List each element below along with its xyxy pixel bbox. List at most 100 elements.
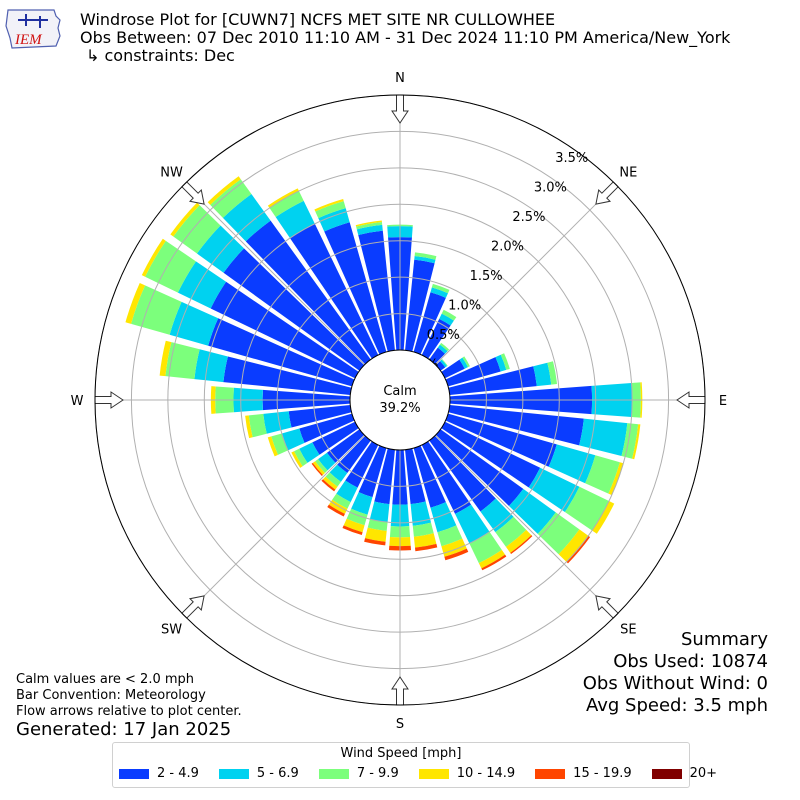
windrose-bar-segment (173, 205, 221, 254)
windrose-bar-segment (374, 448, 395, 505)
windrose-bar-segment (351, 492, 373, 515)
legend-label: 10 - 14.9 (456, 766, 516, 781)
summary-obs-without-wind: Obs Without Wind: 0 (582, 673, 768, 694)
windrose-bar-segment (564, 486, 610, 531)
windrose-bar-segment (245, 415, 253, 439)
windrose-bar-segment (169, 301, 219, 346)
windrose-bar-segment (365, 527, 387, 542)
windrose-bar-segment (548, 444, 596, 484)
flow-arrow-icon (391, 94, 409, 124)
windrose-bar-segment (318, 208, 350, 232)
legend-item: 15 - 19.9 (535, 766, 632, 781)
logo-text: IEM (14, 32, 43, 48)
windrose-bar-segment (358, 230, 395, 352)
direction-label: NW (160, 166, 183, 181)
radial-tick-labels: 0.0%0.5%1.0%1.5%2.0%2.5%3.0%3.5% (405, 151, 588, 372)
grid-spoke (183, 183, 365, 365)
windrose-bar-segment (441, 359, 465, 379)
direction-label: NE (619, 166, 637, 181)
windrose-bar-segment (505, 529, 532, 553)
calm-value: 39.2% (379, 401, 420, 416)
chart-subtitle-constraints: ↳ constraints: Dec (86, 46, 235, 65)
windrose-bar-segment (314, 199, 344, 212)
windrose-bar-segment (210, 281, 359, 379)
windrose-bar-segment (528, 467, 580, 513)
direction-label: SW (161, 622, 182, 637)
windrose-bar-segment (267, 436, 278, 457)
windrose-bar-segment (165, 342, 200, 380)
windrose-bar-segment (608, 462, 624, 496)
windrose-bar-segment (208, 318, 355, 387)
legend-label: 15 - 19.9 (573, 766, 632, 781)
windrose-bar-segment (312, 421, 359, 455)
windrose-bar-segment (481, 554, 507, 571)
chart-subtitle-period: Obs Between: 07 Dec 2010 11:10 AM - 31 D… (80, 28, 731, 47)
legend-swatch (318, 768, 349, 779)
radial-tick-label: 2.0% (491, 240, 524, 255)
windrose-bar-segment (592, 501, 615, 534)
generated-date: Generated: 17 Jan 2025 (16, 719, 232, 740)
windrose-bar-segment (448, 405, 584, 446)
windrose-bar-segment (558, 529, 589, 562)
windrose-bar-segment (325, 472, 341, 487)
windrose-bar-segment (413, 445, 446, 508)
windrose-bar-segment (445, 357, 501, 387)
windrose-bar-segment (430, 287, 448, 298)
windrose-bar-segment (462, 356, 470, 368)
windrose-bar-segment (329, 464, 348, 482)
radial-tick-label: 2.5% (512, 210, 545, 225)
windrose-bar-segment (632, 424, 641, 460)
windrose-bar-segment (196, 225, 245, 273)
windrose-bar-segment (207, 176, 241, 205)
windrose-bar-segment (437, 525, 463, 547)
legend-swatch (418, 768, 449, 779)
windrose-bar-segment (343, 518, 365, 533)
legend-title: Wind Speed [mph] (340, 746, 462, 761)
windrose-bar-segment (445, 413, 557, 467)
windrose-bar-segment (421, 318, 451, 359)
windrose-bar-segment (356, 221, 383, 230)
windrose-bar-segment (439, 342, 450, 352)
windrose-bar-segment (510, 535, 533, 555)
windrose-bar-segment (414, 252, 437, 260)
flow-arrow-icon (676, 391, 706, 409)
flow-arrow-icon (595, 595, 619, 619)
windrose-bar-segment (210, 179, 252, 218)
windrose-bar-segment (440, 359, 448, 368)
windrose-bar-segment (332, 493, 351, 509)
flow-arrow-icon (94, 391, 124, 409)
direction-labels: N NE E SE S SW W NW (71, 71, 728, 732)
windrose-bar-segment (223, 356, 352, 395)
windrose-bar-segment (478, 549, 506, 569)
windrose-bar-segment (441, 309, 457, 321)
windrose-bar-segment (245, 220, 371, 365)
radial-tick-label: 1.0% (448, 298, 481, 313)
windrose-bar-segment (318, 452, 336, 471)
windrose-bar-segment (248, 413, 267, 438)
direction-label: N (395, 71, 405, 86)
grid-spoke (435, 183, 617, 365)
legend-label: 20+ (689, 766, 718, 781)
windrose-bar-segment (293, 448, 308, 467)
legend-swatch (535, 768, 566, 779)
windrose-bar-segment (441, 421, 541, 488)
windrose-bar-segment (429, 435, 496, 512)
bar-convention-note: Bar Convention: Meteorology (16, 688, 206, 703)
summary-avg-speed: Avg Speed: 3.5 mph (586, 695, 768, 716)
flow-arrows-note: Flow arrows relative to plot center. (16, 704, 242, 719)
windrose-bar-segment (263, 411, 292, 434)
legend-label: 5 - 6.9 (256, 766, 299, 781)
windrose-bar-segment (437, 344, 448, 354)
windrose-bar-segment (455, 504, 490, 544)
direction-label: E (719, 394, 727, 409)
direction-label: W (71, 394, 84, 409)
windrose-bar-segment (405, 448, 426, 505)
windrose-bar-segment (435, 361, 446, 371)
flow-arrow-icon (181, 181, 205, 205)
radial-tick-label: 3.5% (555, 151, 588, 166)
windrose-bar-segment (566, 535, 591, 564)
windrose-bar-segment (444, 548, 469, 561)
windrose-bar-segment (337, 435, 371, 474)
windrose-bar-segment (299, 413, 355, 443)
windrose-bar-segment (369, 501, 390, 523)
